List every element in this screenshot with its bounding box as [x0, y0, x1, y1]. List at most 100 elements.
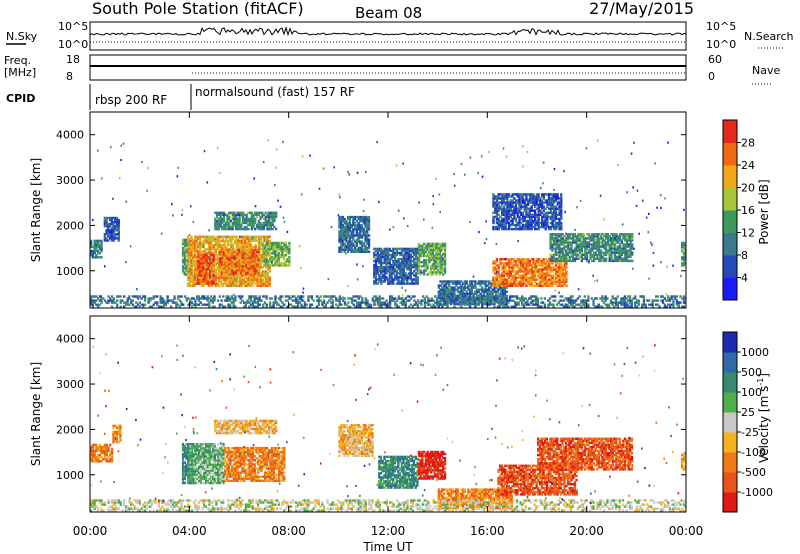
- range-cell: [558, 247, 561, 250]
- range-cell: [502, 199, 505, 202]
- range-cell: [560, 264, 563, 267]
- range-cell: [589, 255, 592, 258]
- range-cell: [399, 280, 402, 283]
- range-cell: [551, 205, 554, 208]
- range-cell: [577, 255, 580, 258]
- range-cell: [248, 273, 251, 276]
- range-cell: [475, 290, 479, 293]
- range-cell: [504, 217, 507, 221]
- range-cell: [565, 253, 568, 256]
- range-cell: [417, 267, 421, 270]
- range-cell: [413, 274, 416, 277]
- range-cell: [423, 252, 426, 256]
- range-cell: [263, 262, 266, 265]
- range-cell: [558, 274, 561, 277]
- range-cell: [185, 250, 188, 254]
- range-cell: [549, 270, 552, 273]
- range-cell: [617, 247, 620, 250]
- range-cell: [195, 235, 198, 238]
- range-cell: [271, 221, 274, 225]
- range-cell: [610, 239, 613, 242]
- range-cell: [430, 250, 433, 254]
- range-cell: [629, 255, 632, 258]
- range-cell: [521, 211, 525, 214]
- range-cell: [537, 274, 540, 277]
- range-cell: [231, 215, 234, 219]
- range-cell: [255, 248, 258, 252]
- range-cell: [489, 286, 493, 289]
- range-cell: [219, 248, 222, 252]
- range-cell: [198, 276, 201, 279]
- range-cell: [563, 274, 566, 277]
- range-cell: [388, 266, 391, 269]
- range-cell: [525, 211, 528, 214]
- range-cell: [214, 268, 217, 271]
- range-cell: [509, 260, 512, 263]
- range-cell: [535, 268, 539, 271]
- range-cell: [186, 249, 190, 253]
- range-cell: [203, 278, 206, 281]
- range-cell: [245, 248, 248, 252]
- range-cell: [497, 284, 500, 287]
- range-cell: [436, 252, 440, 256]
- range-cell: [541, 276, 544, 279]
- range-cell: [230, 243, 233, 247]
- range-cell: [188, 267, 192, 270]
- range-cell: [546, 205, 549, 208]
- range-cell: [441, 288, 444, 291]
- range-cell: [525, 274, 528, 277]
- range-cell: [556, 274, 559, 277]
- range-cell: [589, 243, 592, 246]
- range-cell: [596, 247, 599, 250]
- range-cell: [266, 239, 270, 243]
- range-cell: [433, 265, 436, 268]
- range-cell: [542, 274, 545, 277]
- range-cell: [251, 237, 254, 241]
- range-cell: [265, 274, 268, 277]
- range-cell: [453, 296, 456, 300]
- range-cell: [114, 225, 117, 228]
- range-cell: [530, 284, 533, 287]
- range-cell: [348, 238, 352, 241]
- range-cell: [252, 245, 256, 249]
- range-cell: [566, 239, 570, 242]
- range-cell: [402, 253, 405, 257]
- range-cell: [392, 255, 395, 259]
- range-cell: [395, 272, 398, 275]
- range-cell: [549, 247, 552, 250]
- range-cell: [216, 266, 219, 269]
- range-cell: [594, 239, 597, 242]
- range-cell: [486, 298, 489, 302]
- range-cell: [437, 290, 440, 293]
- range-cell: [95, 239, 98, 243]
- range-cell: [499, 282, 502, 285]
- range-cell: [258, 243, 261, 247]
- range-cell: [203, 259, 206, 263]
- range-cell: [242, 217, 245, 221]
- range-cell: [556, 284, 559, 287]
- range-cell: [198, 274, 201, 277]
- range-cell: [255, 265, 258, 268]
- range-cell: [682, 254, 686, 257]
- range-cell: [347, 215, 350, 219]
- range-cell: [549, 203, 552, 206]
- range-cell: [492, 270, 495, 273]
- range-cell: [119, 301, 122, 304]
- range-cell: [200, 256, 204, 259]
- range-cell: [197, 272, 200, 275]
- range-cell: [392, 249, 395, 253]
- range-cell: [430, 246, 433, 250]
- range-cell: [528, 219, 532, 223]
- range-cell: [247, 217, 250, 221]
- range-cell: [110, 218, 113, 222]
- range-cell: [248, 221, 252, 225]
- range-cell: [206, 237, 209, 241]
- range-cell: [186, 276, 190, 279]
- range-cell: [441, 296, 444, 300]
- range-cell: [204, 252, 207, 255]
- range-cell: [435, 271, 438, 274]
- range-cell: [506, 213, 509, 216]
- range-cell: [438, 257, 441, 260]
- range-cell: [186, 256, 190, 259]
- range-cell: [170, 299, 173, 302]
